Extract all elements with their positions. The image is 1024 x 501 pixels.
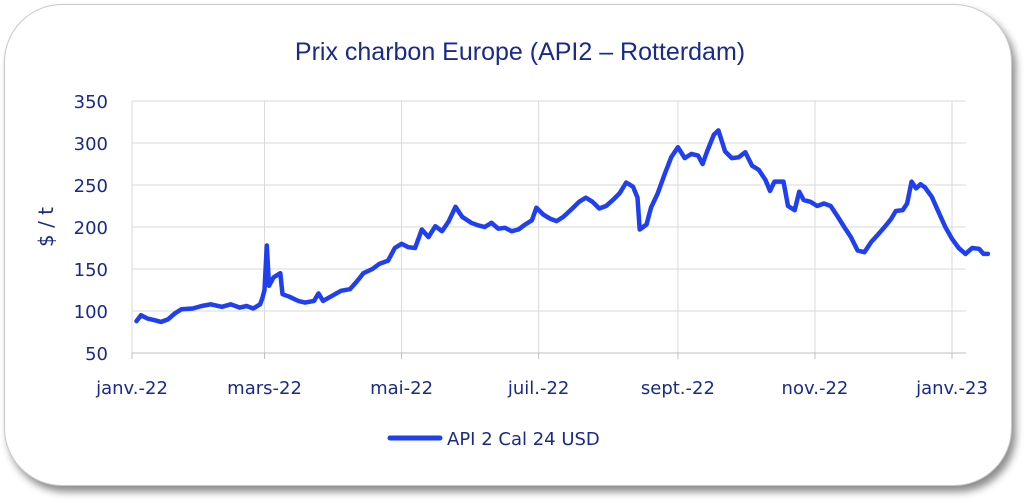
y-tick-label: 200 xyxy=(74,218,108,239)
y-tick-label: 50 xyxy=(85,344,108,365)
x-tick-label: juil.-22 xyxy=(507,378,570,399)
axes: 50 100 150 200 250 300 350 janv.-22 mars-22 mai-2… xyxy=(74,92,988,399)
x-tick-label: sept.-22 xyxy=(641,378,715,399)
x-tick-label: mai-22 xyxy=(370,378,433,399)
y-tick-label: 300 xyxy=(74,134,108,155)
y-tick-label: 150 xyxy=(74,260,108,281)
x-tick-label: nov.-22 xyxy=(782,378,849,399)
series-group xyxy=(134,128,991,325)
y-axis-title: $ / t xyxy=(34,207,58,247)
chart-card xyxy=(4,4,1012,486)
y-tick-label: 250 xyxy=(74,176,108,197)
legend-label: API 2 Cal 24 USD xyxy=(447,429,600,450)
y-tick-label: 100 xyxy=(74,302,108,323)
chart-title: Prix charbon Europe (API2 – Rotterdam) xyxy=(295,38,745,66)
y-tick-label: 350 xyxy=(74,92,108,113)
x-tick-label: janv.-22 xyxy=(95,378,168,399)
gridlines xyxy=(131,100,966,353)
legend: API 2 Cal 24 USD xyxy=(387,429,600,450)
x-tick-label: janv.-23 xyxy=(915,378,988,399)
x-tick-label: mars-22 xyxy=(227,378,302,399)
series-line xyxy=(134,128,991,325)
